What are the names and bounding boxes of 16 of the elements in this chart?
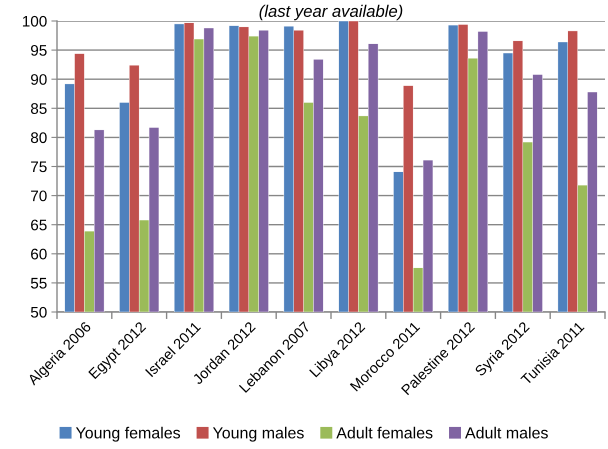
y-tick-label: 65 (31, 220, 47, 230)
chart-title: (last year available) (260, 4, 402, 20)
legend-label: Young females (76, 426, 180, 442)
legend-label: Adult males (465, 426, 548, 439)
legend-label: Young males (212, 426, 304, 442)
legend-label: Adult females (336, 426, 432, 439)
y-tick-label: 100 (22, 16, 47, 27)
y-tick-label: 55 (30, 278, 47, 289)
y-tick-label: 70 (31, 190, 47, 202)
y-tick-label: 90 (31, 74, 47, 85)
y-tick-label: 95 (31, 44, 47, 56)
y-tick-label: 80 (30, 132, 47, 144)
y-tick-label: 50 (30, 306, 47, 318)
y-tick-label: 75 (31, 162, 47, 172)
y-tick-label: 60 (31, 248, 47, 260)
y-tick-label: 85 (30, 103, 47, 114)
